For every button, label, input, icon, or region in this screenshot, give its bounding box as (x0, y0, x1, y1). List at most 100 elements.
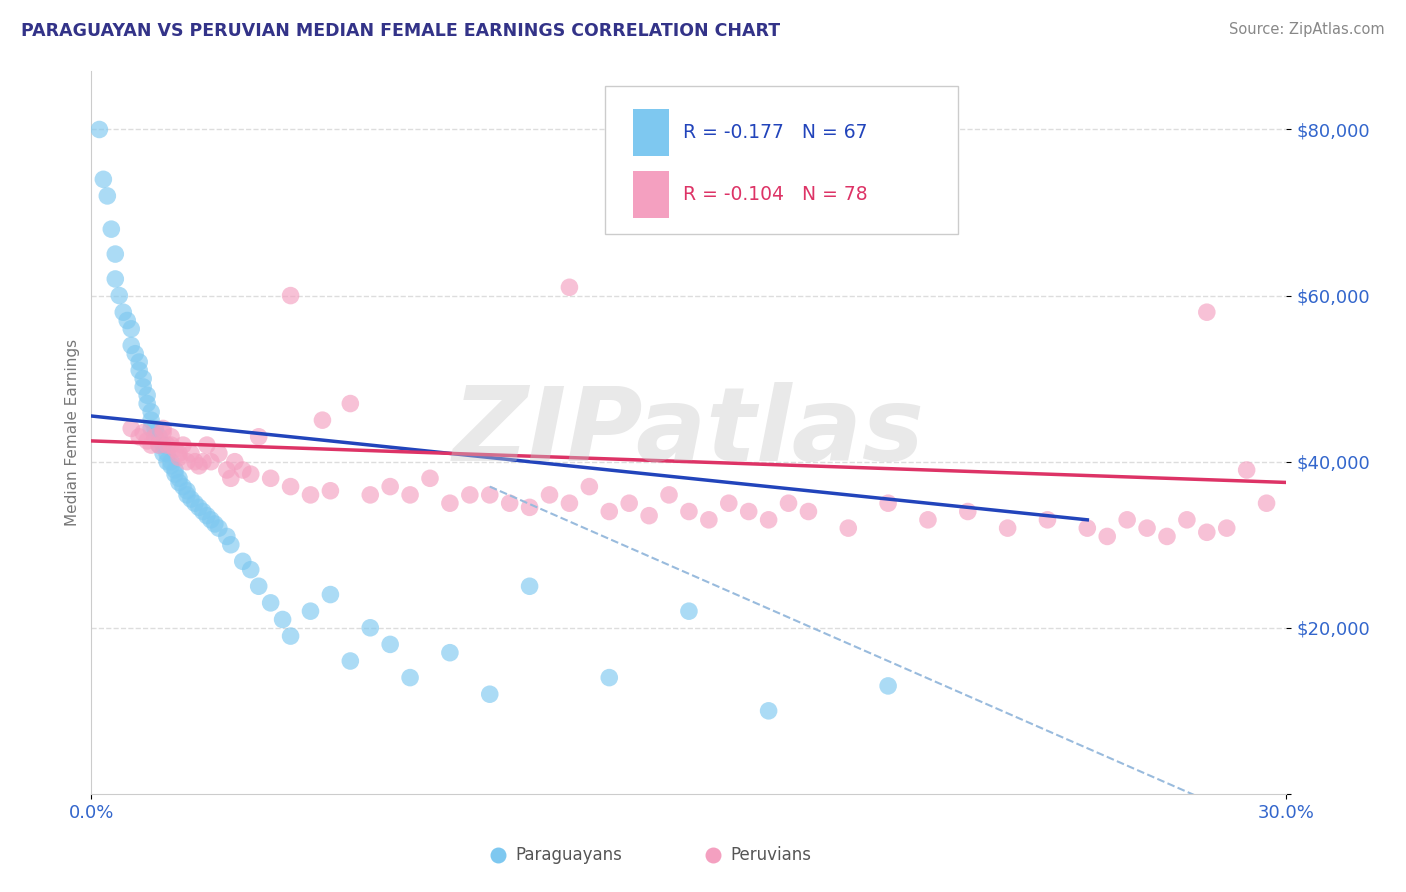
Point (917, 513, 939, 527)
Point (184, 496, 207, 510)
Point (180, 491, 202, 506)
Point (160, 455, 183, 469)
Point (498, 496, 520, 510)
Point (167, 471, 190, 485)
Point (259, 471, 281, 485)
Point (141, 405, 162, 419)
Point (195, 438, 218, 452)
Point (152, 425, 174, 440)
Point (204, 516, 226, 531)
Point (1097, 529, 1119, 543)
Point (558, 280, 581, 294)
Point (247, 430, 270, 444)
Point (93, 172, 115, 186)
Point (658, 488, 681, 502)
Point (598, 671, 620, 685)
Point (188, 500, 211, 515)
Point (1195, 305, 1218, 319)
Point (478, 488, 501, 502)
Point (156, 446, 179, 460)
Text: R = -0.177   N = 67: R = -0.177 N = 67 (683, 123, 868, 143)
Point (638, 508, 661, 523)
Point (239, 563, 262, 577)
Point (89, 122, 111, 136)
Point (163, 442, 186, 457)
Point (1175, 513, 1198, 527)
Point (167, 475, 190, 490)
Bar (633, 110, 669, 156)
Point (120, 322, 142, 336)
Point (128, 363, 150, 377)
Point (219, 471, 242, 485)
Point (172, 480, 194, 494)
Point (1116, 513, 1139, 527)
Point (478, 687, 501, 701)
Point (678, 604, 700, 618)
Point (538, 488, 561, 502)
Point (215, 529, 238, 543)
Point (1215, 521, 1237, 535)
Point (232, 463, 254, 477)
Point (678, 504, 700, 518)
Point (141, 438, 162, 452)
Point (143, 430, 166, 444)
Point (439, 646, 461, 660)
Point (132, 425, 155, 440)
Point (259, 596, 281, 610)
Point (148, 430, 170, 444)
Point (136, 434, 159, 448)
Point (399, 488, 422, 502)
Point (717, 496, 740, 510)
Point (208, 521, 231, 535)
Point (163, 463, 186, 477)
Point (247, 579, 270, 593)
Point (837, 521, 859, 535)
Point (378, 637, 402, 651)
Point (215, 463, 238, 477)
Point (1256, 496, 1278, 510)
Point (877, 496, 900, 510)
Point (136, 396, 159, 410)
Point (319, 483, 342, 498)
Point (1036, 513, 1059, 527)
Point (1195, 525, 1218, 540)
Point (180, 446, 202, 460)
Point (141, 421, 162, 435)
Point (558, 496, 581, 510)
Point (200, 455, 222, 469)
Point (120, 421, 142, 435)
Point (458, 488, 481, 502)
Point (280, 288, 302, 302)
Point (143, 421, 166, 435)
Text: ZIPatlas: ZIPatlas (453, 382, 925, 483)
Point (184, 455, 207, 469)
Point (997, 521, 1019, 535)
Point (1156, 529, 1178, 543)
Point (132, 380, 155, 394)
Point (148, 438, 170, 452)
Point (877, 679, 900, 693)
Point (176, 488, 198, 502)
Point (143, 430, 166, 444)
Point (163, 467, 186, 482)
Point (339, 654, 361, 668)
Point (115, 313, 138, 327)
Point (239, 467, 262, 482)
Point (156, 438, 179, 452)
Point (104, 247, 127, 261)
Point (378, 480, 402, 494)
Y-axis label: Median Female Earnings: Median Female Earnings (65, 339, 80, 526)
Point (598, 504, 620, 518)
Point (280, 629, 302, 643)
Point (956, 504, 979, 518)
Point (172, 438, 194, 452)
Point (778, 496, 800, 510)
Point (519, 579, 541, 593)
Point (160, 458, 183, 473)
Point (208, 446, 231, 460)
Point (339, 396, 361, 410)
Point (100, 222, 122, 236)
Point (128, 355, 150, 369)
Point (271, 612, 294, 626)
Point (519, 500, 541, 515)
